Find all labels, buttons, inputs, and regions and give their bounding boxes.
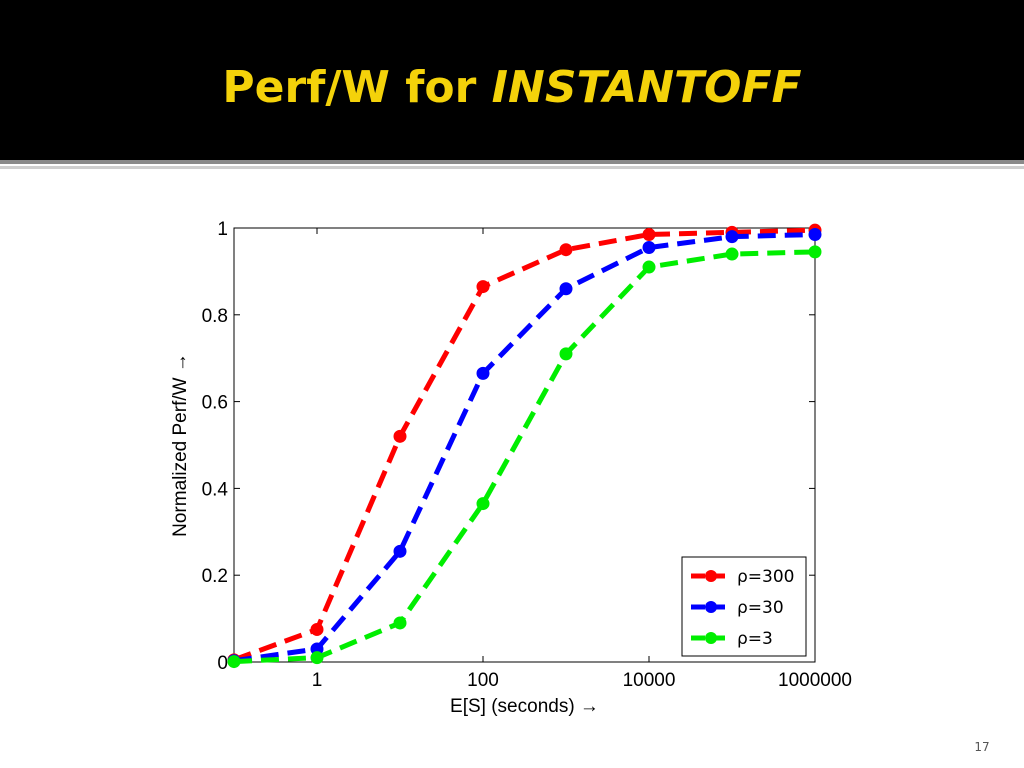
data-point: [559, 347, 573, 361]
y-tick-label: 0.8: [202, 306, 228, 327]
x-tick-label: 10000: [623, 670, 676, 691]
y-tick-label: 0: [217, 653, 228, 674]
slide-title-emphasis: INSTANTOFF: [491, 62, 802, 113]
legend-label: ρ=3: [737, 629, 773, 649]
data-point: [559, 282, 573, 296]
y-axis-label: Normalized Perf/W →: [170, 353, 191, 537]
data-point: [808, 228, 822, 242]
title-divider: [0, 160, 1024, 164]
data-point: [476, 366, 490, 380]
data-point: [476, 497, 490, 511]
legend-marker: [705, 601, 717, 613]
data-point: [559, 243, 573, 257]
data-point: [310, 622, 324, 636]
data-point: [227, 655, 241, 669]
data-point: [725, 247, 739, 261]
y-tick-label: 0.4: [202, 479, 229, 500]
y-tick-label: 0.2: [202, 566, 228, 587]
data-point: [808, 245, 822, 259]
data-point: [393, 429, 407, 443]
x-tick-label: 1: [312, 670, 323, 691]
data-point: [310, 651, 324, 665]
slide-title: Perf/W for INSTANTOFF: [0, 58, 1024, 118]
x-tick-label: 1000000: [778, 670, 852, 691]
legend-label: ρ=300: [737, 567, 794, 587]
title-divider-light: [0, 166, 1024, 169]
legend-marker: [705, 570, 717, 582]
series-line-1: [233, 227, 816, 663]
legend-marker: [705, 632, 717, 644]
data-point: [393, 616, 407, 630]
slide-number: 17: [974, 740, 990, 754]
x-axis-label: E[S] (seconds) →: [450, 696, 599, 717]
x-tick-label: 100: [467, 670, 499, 691]
data-point: [642, 241, 656, 255]
series-line-3: [233, 249, 816, 665]
data-point: [725, 230, 739, 244]
y-tick-label: 0.6: [202, 393, 228, 414]
slide-title-prefix: Perf/W for: [222, 62, 492, 113]
title-bar: [0, 0, 1024, 160]
data-point: [642, 260, 656, 274]
data-point: [393, 544, 407, 558]
series-line-2: [233, 232, 816, 664]
data-point: [642, 228, 656, 242]
y-tick-label: 1: [217, 219, 228, 240]
data-point: [476, 280, 490, 294]
legend-label: ρ=30: [737, 598, 784, 618]
